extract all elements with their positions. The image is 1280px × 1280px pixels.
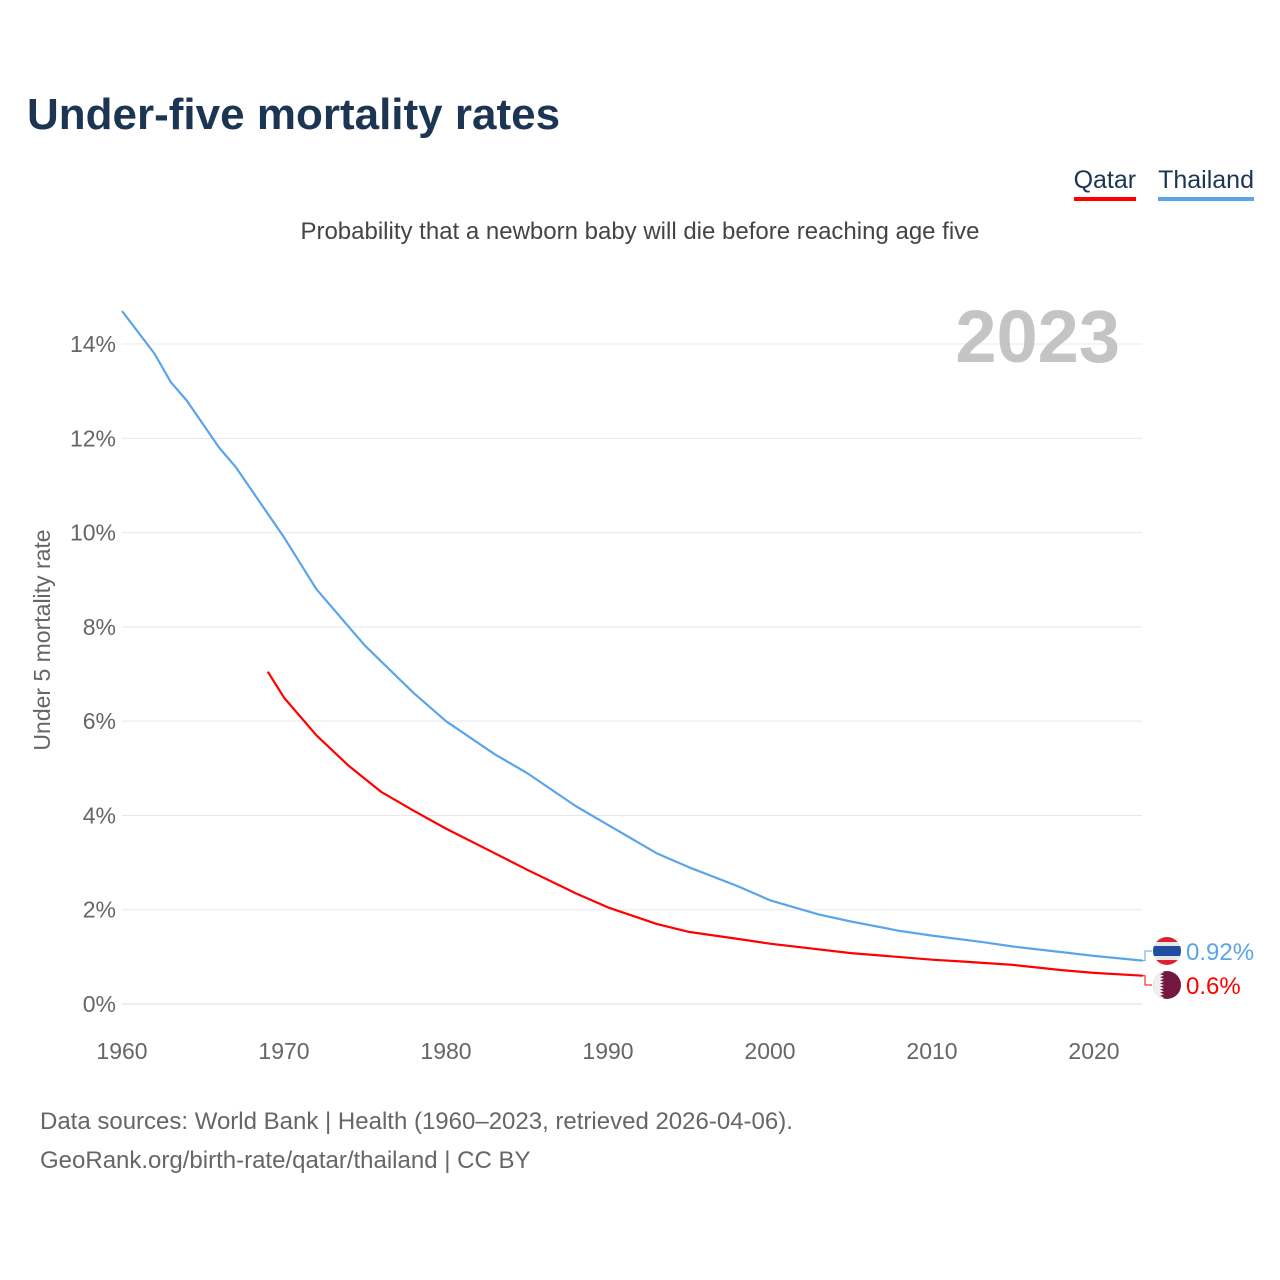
- end-connector: [1142, 950, 1152, 962]
- y-tick-label: 10%: [70, 520, 116, 546]
- end-connector: [1142, 975, 1152, 986]
- y-tick-label: 0%: [83, 991, 116, 1017]
- end-label-qatar: 0.6%: [1186, 973, 1241, 1000]
- y-tick-label: 8%: [83, 614, 116, 640]
- year-watermark: 2023: [955, 295, 1120, 378]
- qatar-flag-icon: [1153, 971, 1181, 999]
- thailand-flag-icon: [1153, 937, 1181, 965]
- y-axis-label: Under 5 mortality rate: [29, 529, 55, 750]
- x-tick-label: 1970: [258, 1038, 309, 1064]
- chart-subtitle: Probability that a newborn baby will die…: [300, 218, 980, 245]
- footer-link[interactable]: GeoRank.org/birth-rate/qatar/thailand | …: [40, 1147, 531, 1174]
- legend-item-thailand[interactable]: Thailand: [1158, 166, 1254, 201]
- series-line-qatar: [266, 671, 1143, 977]
- y-tick-label: 12%: [70, 425, 116, 451]
- x-tick-label: 1960: [96, 1038, 147, 1064]
- y-tick-label: 4%: [83, 802, 116, 828]
- x-tick-label: 2020: [1068, 1038, 1119, 1064]
- legend-item-qatar[interactable]: Qatar: [1073, 166, 1137, 201]
- x-tick-label: 1990: [582, 1038, 633, 1064]
- legend: Qatar Thailand: [1073, 166, 1254, 201]
- y-tick-label: 6%: [83, 708, 116, 734]
- x-tick-label: 2000: [744, 1038, 795, 1064]
- x-tick-label: 1980: [420, 1038, 471, 1064]
- y-tick-label: 14%: [70, 331, 116, 357]
- x-tick-label: 2010: [906, 1038, 957, 1064]
- y-tick-label: 2%: [83, 897, 116, 923]
- chart-title: Under-five mortality rates: [27, 90, 561, 139]
- series-line-thailand: [121, 310, 1143, 962]
- footer-source: Data sources: World Bank | Health (1960–…: [40, 1108, 793, 1135]
- end-label-thailand: 0.92%: [1186, 939, 1254, 966]
